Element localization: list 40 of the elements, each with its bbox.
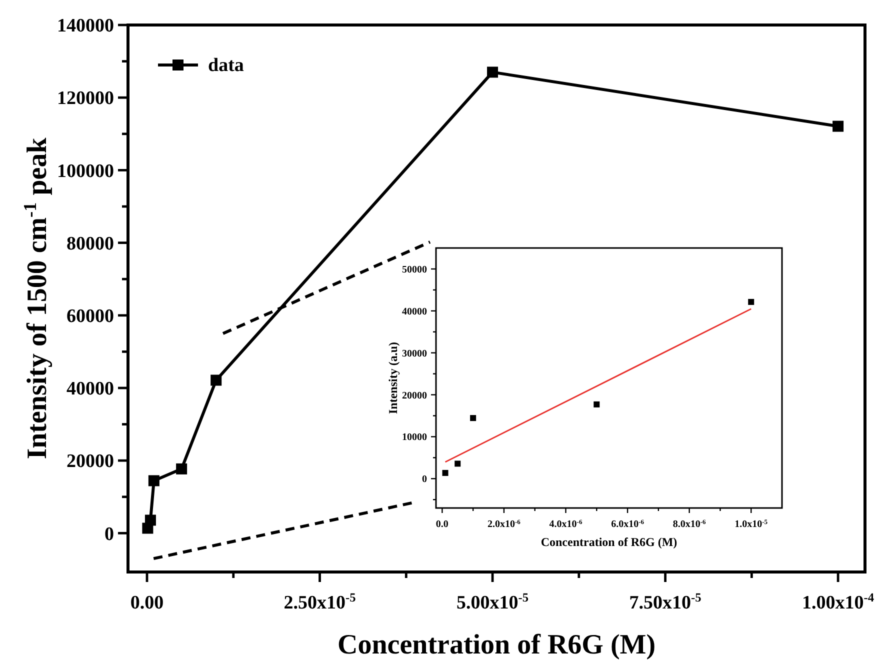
x-tick-label: 0.0: [436, 519, 448, 530]
y-tick-label: 10000: [402, 432, 427, 444]
point: [442, 470, 448, 476]
y-tick-label: 20000: [66, 451, 114, 472]
x-axis-title: Concentration of R6G (M): [337, 629, 656, 660]
x-tick-label: 8.0x10$^{-6}$: [672, 518, 707, 530]
legend-label: data: [208, 55, 244, 76]
point: [748, 298, 754, 305]
y-tick-label: 0: [104, 524, 114, 545]
x-tick-label: 2.50x10$^{-5}$: [284, 590, 356, 614]
x-tick-label: 1.00x10$^{-4}$: [802, 590, 874, 614]
point: [144, 514, 156, 526]
y-tick-label: 140000: [57, 16, 114, 37]
y-tick-label: 100000: [57, 160, 114, 182]
y-tick-label: 120000: [57, 88, 114, 110]
y-tick-label: 60000: [66, 306, 114, 328]
y-tick-label: 20000: [402, 390, 427, 402]
x-tick-label: 6.0x10$^{-6}$: [611, 518, 645, 530]
point: [454, 460, 461, 467]
point: [594, 401, 600, 408]
x-tick-label: 5.00x10$^{-5}$: [456, 590, 529, 614]
x-tick-label: 1.0x10$^{-5}$: [734, 518, 768, 530]
x-tick-label: 4.0x10$^{-6}$: [549, 518, 583, 530]
y-axis-title: Intensity (a.u): [386, 342, 400, 414]
y-tick-label: 80000: [66, 233, 114, 254]
y-tick-label: 0: [422, 474, 427, 486]
x-tick-label: 0.00: [130, 592, 164, 614]
y-tick-label: 40000: [66, 378, 114, 400]
point: [487, 66, 498, 78]
x-axis-title: Concentration of R6G (M): [540, 535, 678, 550]
x-tick-label: 7.50x10$^{-5}$: [629, 590, 702, 614]
point: [832, 120, 844, 132]
y-tick-label: 50000: [402, 264, 427, 276]
y-tick-label: 30000: [402, 348, 427, 360]
point: [148, 475, 160, 486]
y-tick-label: 40000: [402, 306, 427, 318]
point: [176, 463, 188, 474]
point: [470, 415, 476, 422]
point: [210, 374, 222, 386]
x-tick-label: 2.0x10$^{-6}$: [488, 518, 522, 530]
